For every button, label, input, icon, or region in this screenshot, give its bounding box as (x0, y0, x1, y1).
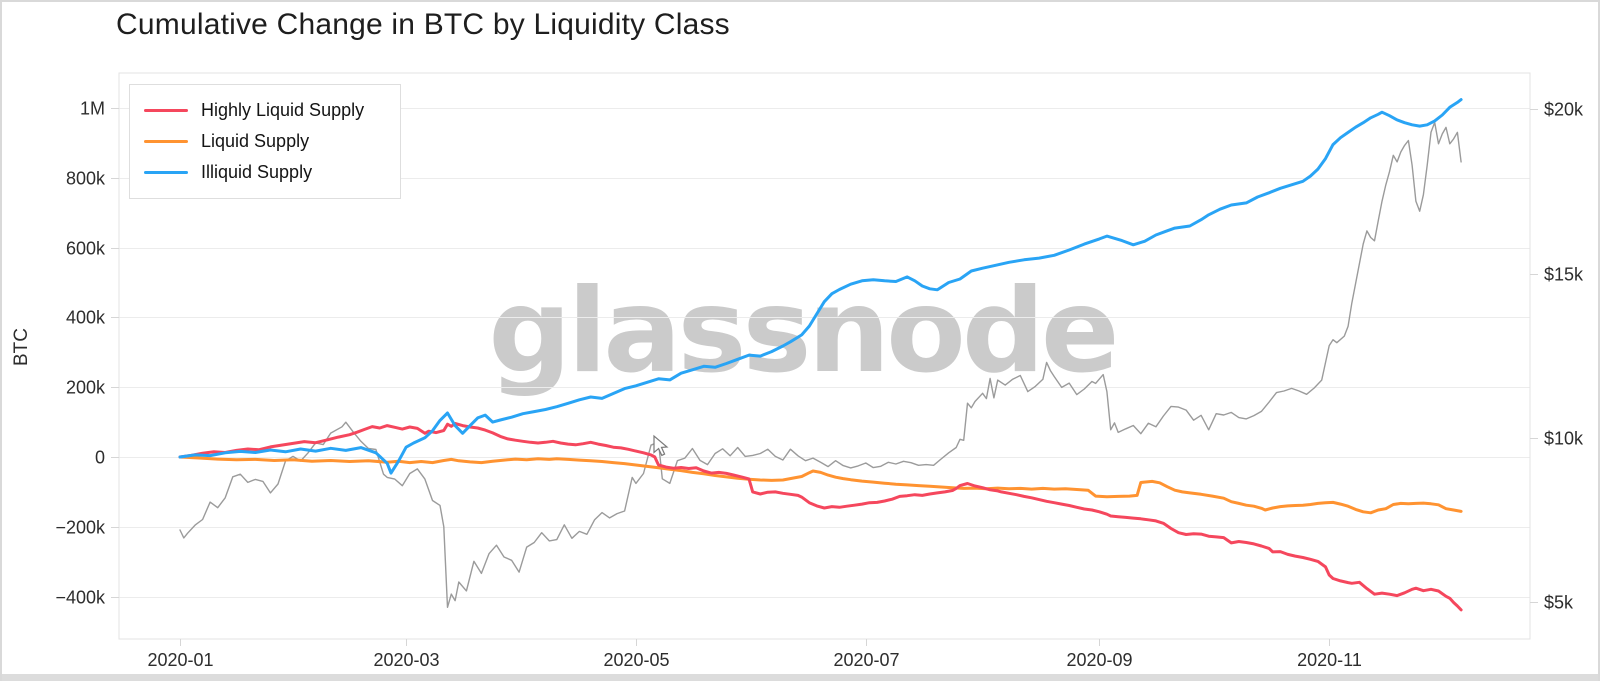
y-left-tick-label: 800k (66, 169, 106, 189)
x-tick-label: 2020-05 (603, 650, 669, 670)
y-right-tick-label: $15k (1544, 265, 1584, 285)
line-highly-liquid-supply (178, 422, 1463, 612)
legend-item-liquid[interactable]: Liquid Supply (144, 126, 386, 157)
legend-item-highly-liquid[interactable]: Highly Liquid Supply (144, 95, 386, 126)
legend-label: Illiquid Supply (201, 162, 313, 182)
axis-labels: 1M 800k 600k 400k 200k 0 −200k −400k $20k $15k $10… (55, 99, 1584, 671)
x-tick-label: 2020-11 (1297, 650, 1362, 670)
y-left-tick-label: −400k (55, 588, 106, 608)
line-illiquid-supply (178, 98, 1463, 475)
x-tick-label: 2020-07 (833, 650, 899, 670)
y-left-tick-label: −200k (55, 518, 106, 538)
y-left-tick-label: 200k (66, 378, 106, 398)
mouse-cursor (653, 434, 669, 457)
y-right-tick-label: $5k (1544, 593, 1574, 613)
x-tick-label: 2020-09 (1066, 650, 1132, 670)
legend-item-illiquid[interactable]: Illiquid Supply (144, 157, 386, 188)
plot-border[interactable] (118, 72, 1531, 640)
line-liquid-supply (178, 455, 1463, 515)
illiquid-line-swatch (144, 171, 188, 174)
highly-liquid-line-swatch (144, 109, 188, 112)
y-left-tick-label: 1M (80, 99, 105, 119)
y-axis-title: BTC (11, 328, 32, 366)
y-right-tick-label: $20k (1544, 100, 1584, 120)
x-tick-label: 2020-01 (147, 650, 213, 670)
liquid-line-swatch (144, 140, 188, 143)
x-tick-label: 2020-03 (373, 650, 439, 670)
y-right-tick-label: $10k (1544, 429, 1584, 449)
legend-label: Liquid Supply (201, 131, 310, 151)
y-left-tick-label: 0 (95, 448, 105, 468)
cursor-arrow (653, 434, 669, 457)
legend-box: Highly Liquid Supply Liquid Supply Illiq… (129, 84, 401, 199)
y-left-tick-label: 600k (66, 239, 106, 259)
axis-ticks (111, 108, 1538, 646)
legend-label: Highly Liquid Supply (201, 100, 365, 120)
series-lines (178, 98, 1463, 612)
bottom-edge-strip (2, 674, 1598, 681)
y-left-tick-label: 400k (66, 308, 106, 328)
line-btc-price-usd-right-axis (179, 121, 1462, 608)
chart-title: Cumulative Change in BTC by Liquidity Cl… (116, 8, 730, 41)
